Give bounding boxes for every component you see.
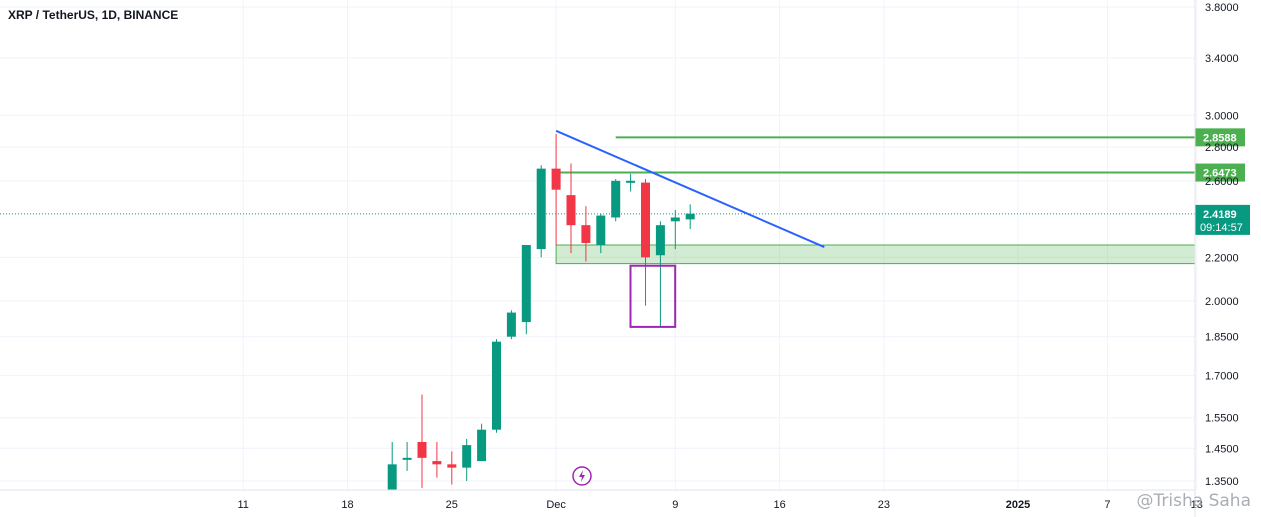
x-tick-label: Dec <box>546 499 566 511</box>
candle-body <box>462 445 472 468</box>
candle-body <box>551 168 561 190</box>
y-tick-label: 1.3500 <box>1205 476 1239 488</box>
candle-body <box>387 464 397 490</box>
candle[interactable] <box>596 213 606 254</box>
candle-body <box>506 312 516 337</box>
x-tick-label: 23 <box>878 499 890 511</box>
candle-body <box>670 217 680 222</box>
chart-title: XRP / TetherUS, 1D, BINANCE <box>8 8 179 22</box>
support-zone-layer <box>555 244 1196 265</box>
candle-body <box>626 180 636 183</box>
candle[interactable] <box>536 165 546 258</box>
y-tick-label: 1.8500 <box>1205 332 1239 344</box>
candle-body <box>611 180 621 218</box>
candle[interactable] <box>462 438 472 481</box>
candle-body <box>536 168 546 250</box>
candles-layer[interactable] <box>387 133 695 490</box>
candle[interactable] <box>402 441 412 471</box>
x-tick-label: 2025 <box>1006 499 1030 511</box>
y-tick-label: 3.0000 <box>1205 110 1239 122</box>
current-price-value: 2.4189 <box>1203 209 1237 221</box>
grid <box>0 0 1198 490</box>
candle[interactable] <box>641 179 650 306</box>
trendline <box>555 129 825 248</box>
candle[interactable] <box>521 245 531 335</box>
level-label: 2.8588 <box>1203 132 1237 144</box>
candle-body <box>521 245 531 323</box>
candle[interactable] <box>626 173 636 192</box>
x-tick-label: 16 <box>773 499 785 511</box>
candle-body <box>492 341 501 430</box>
candle-body <box>581 225 591 243</box>
x-tick-label: 7 <box>1104 499 1110 511</box>
x-tick-label: 11 <box>237 499 248 511</box>
overlay-layer <box>555 129 825 486</box>
y-tick-label: 2.0000 <box>1205 296 1239 308</box>
candle[interactable] <box>477 423 487 462</box>
y-tick-label: 2.2000 <box>1205 252 1239 264</box>
x-tick-label: 13 <box>1191 499 1203 511</box>
candle[interactable] <box>611 179 621 222</box>
current-price-label-bg <box>1195 204 1250 235</box>
x-tick-label: 25 <box>446 499 458 511</box>
y-tick-label: 2.6000 <box>1205 176 1239 188</box>
candle[interactable] <box>551 133 561 246</box>
x-tick-label: 18 <box>341 499 353 511</box>
candle-body <box>447 464 457 468</box>
candle[interactable] <box>432 441 442 478</box>
candle[interactable] <box>447 451 457 485</box>
candle[interactable] <box>506 310 516 340</box>
candle[interactable] <box>492 339 501 433</box>
candle[interactable] <box>417 394 427 488</box>
x-tick-label: 9 <box>672 499 678 511</box>
current-price-countdown: 09:14:57 <box>1200 222 1243 234</box>
y-tick-label: 1.7000 <box>1205 370 1239 382</box>
highlight-box <box>629 264 677 328</box>
candle-body <box>655 225 665 256</box>
candle-body <box>685 213 695 220</box>
candle-body <box>417 441 427 458</box>
candle-body <box>477 429 487 462</box>
candle[interactable] <box>581 206 591 262</box>
candle[interactable] <box>387 441 397 490</box>
level-label-bg <box>1195 128 1245 147</box>
candle-body <box>596 215 606 246</box>
y-tick-label: 2.8000 <box>1205 142 1239 154</box>
level-label-bg <box>1195 163 1245 182</box>
candle-body <box>432 461 442 465</box>
candle-body <box>641 182 650 258</box>
y-tick-label: 3.8000 <box>1205 2 1239 14</box>
candle[interactable] <box>685 204 695 230</box>
candle-body <box>566 195 576 226</box>
lightning-icon[interactable] <box>572 466 592 486</box>
candle[interactable] <box>655 221 665 327</box>
candle-body <box>402 457 412 460</box>
y-tick-label: 1.4500 <box>1205 443 1239 455</box>
level-label: 2.6473 <box>1203 168 1237 180</box>
support-zone <box>555 244 1196 265</box>
watermark: @Trisha Saha <box>1136 491 1251 511</box>
y-tick-label: 1.5500 <box>1205 413 1239 425</box>
candle[interactable] <box>566 163 576 254</box>
y-tick-label: 3.4000 <box>1205 53 1239 65</box>
candle[interactable] <box>670 209 680 250</box>
event-icon-bolt <box>579 470 585 482</box>
